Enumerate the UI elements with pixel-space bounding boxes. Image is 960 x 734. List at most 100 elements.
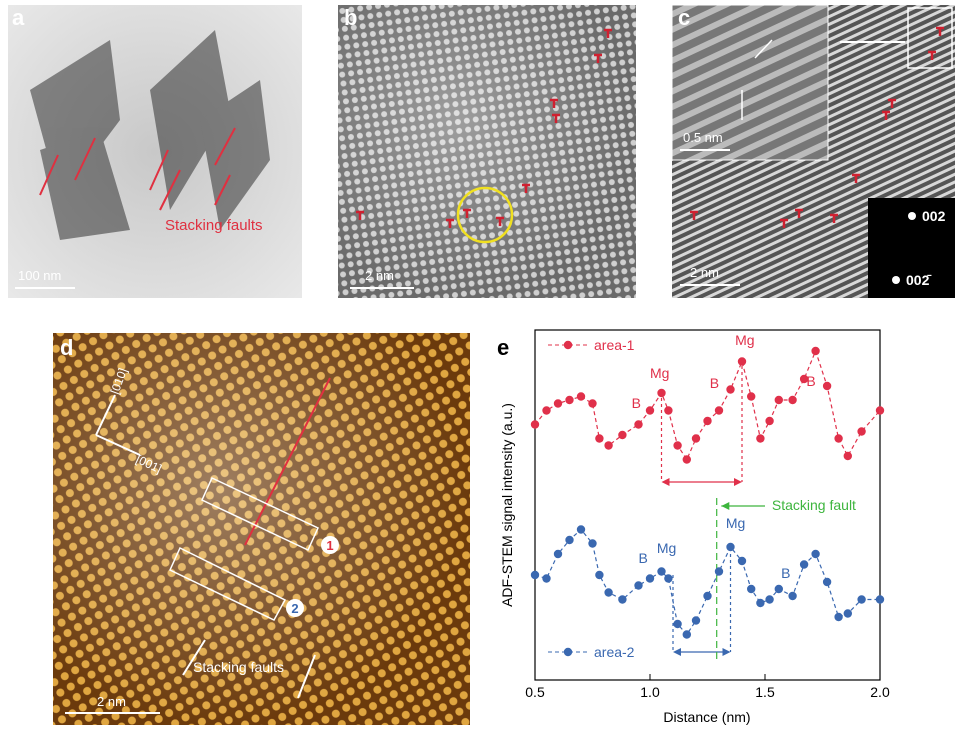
data-point [673, 620, 681, 628]
data-point [634, 420, 642, 428]
data-point [531, 420, 539, 428]
data-point [673, 441, 681, 449]
data-point [844, 609, 852, 617]
data-point [703, 417, 711, 425]
panel-e: e Distance (nm) ADF-STEM signal intensit… [497, 330, 890, 725]
data-point [876, 406, 884, 414]
annotation: B [639, 550, 648, 566]
data-point [756, 434, 764, 442]
x-tick-label: 2.0 [870, 684, 890, 700]
data-point [775, 585, 783, 593]
panel-c: 002 002̄ c 0.5 nm 2 nm [672, 5, 955, 298]
data-point [664, 574, 672, 582]
data-point [618, 431, 626, 439]
data-point [588, 399, 596, 407]
area-label: 2 [291, 601, 298, 616]
scale-label: 100 nm [18, 268, 61, 283]
annotation: Mg [735, 332, 754, 348]
data-point [554, 550, 562, 558]
arrow-head [721, 502, 729, 510]
data-point [788, 396, 796, 404]
panel-b: b 2 nm [338, 5, 636, 298]
annotation: B [710, 375, 719, 391]
data-point [531, 571, 539, 579]
annotation: Mg [657, 540, 676, 556]
spot [892, 276, 900, 284]
data-point [646, 574, 654, 582]
data-point [604, 441, 612, 449]
data-point [876, 595, 884, 603]
data-point [683, 630, 691, 638]
data-point [565, 536, 573, 544]
data-point [595, 434, 603, 442]
data-point [588, 539, 596, 547]
data-point [747, 585, 755, 593]
x-tick-label: 1.5 [755, 684, 775, 700]
data-point [634, 581, 642, 589]
annotation: B [781, 565, 790, 581]
scale-label: 2 nm [365, 268, 394, 283]
panel-d: [010] [001] 1 2 Stacking faults d 2 nm [53, 333, 470, 725]
spot [908, 212, 916, 220]
panel-letter: b [344, 5, 357, 30]
data-point [703, 592, 711, 600]
data-point [857, 427, 865, 435]
glow [338, 5, 636, 298]
data-point [715, 406, 723, 414]
data-point [542, 574, 550, 582]
annotation: Mg [650, 365, 669, 381]
scale-label: 0.5 nm [683, 130, 723, 145]
data-point [823, 578, 831, 586]
data-point [565, 396, 573, 404]
legend-marker [564, 341, 572, 349]
data-point [738, 557, 746, 565]
data-point [692, 434, 700, 442]
data-point [738, 357, 746, 365]
data-point [664, 406, 672, 414]
data-point [844, 452, 852, 460]
data-point [857, 595, 865, 603]
data-point [657, 567, 665, 575]
spot-label: 002 [922, 208, 946, 224]
panel-letter: a [12, 5, 25, 30]
spot-label: 002̄ [906, 272, 932, 288]
annotation: Stacking faults [193, 659, 284, 675]
data-point [692, 616, 700, 624]
data-point [756, 599, 764, 607]
data-point [823, 382, 831, 390]
data-point [577, 525, 585, 533]
data-point [834, 434, 842, 442]
legend-label: area-1 [594, 337, 635, 353]
panel-letter: e [497, 335, 509, 360]
data-point [683, 455, 691, 463]
data-point [657, 389, 665, 397]
y-axis-label: ADF-STEM signal intensity (a.u.) [499, 403, 515, 607]
data-point [715, 567, 723, 575]
annotation: Mg [726, 515, 745, 531]
data-point [834, 613, 842, 621]
data-point [577, 392, 585, 400]
data-point [765, 417, 773, 425]
data-point [788, 592, 796, 600]
annotation: B [632, 395, 641, 411]
x-tick-label: 1.0 [640, 684, 660, 700]
scale-label: 2 nm [690, 265, 719, 280]
data-point [726, 385, 734, 393]
data-point [595, 571, 603, 579]
legend-marker [564, 648, 572, 656]
area-label: 1 [326, 538, 333, 553]
legend-label: area-2 [594, 644, 635, 660]
series-line [535, 351, 880, 460]
data-point [542, 406, 550, 414]
annotation: Stacking fault [772, 497, 856, 513]
data-point [646, 406, 654, 414]
data-point [775, 396, 783, 404]
panel-letter: c [678, 5, 690, 30]
data-point [726, 543, 734, 551]
panel-a: Stacking faults a 100 nm [8, 5, 302, 298]
panel-letter: d [60, 335, 73, 360]
annotation: Stacking faults [165, 217, 263, 234]
data-point [618, 595, 626, 603]
data-point [765, 595, 773, 603]
figure: Stacking faults a 100 nm b 2 nm 002 002̄… [0, 0, 960, 729]
